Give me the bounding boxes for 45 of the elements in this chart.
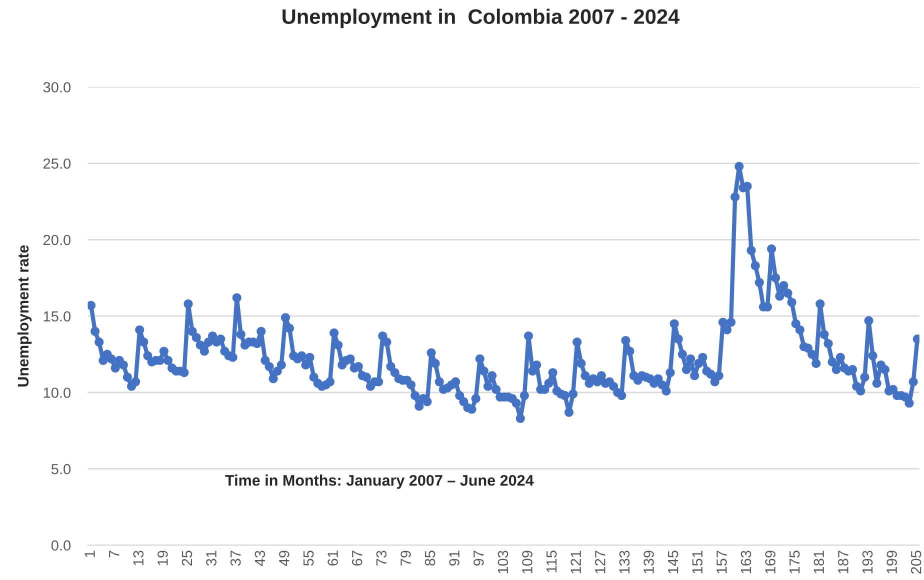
x-tick-label: 37 [230, 550, 241, 566]
x-tick-label: 109 [522, 550, 532, 574]
x-tick-label: 187 [838, 550, 848, 574]
x-tick-label: 115 [546, 550, 557, 572]
x-tick-label: 157 [716, 550, 727, 574]
x-tick-label: 67 [352, 550, 362, 566]
x-tick-label: 31 [206, 550, 216, 566]
y-tick-label: 5.0 [51, 464, 71, 474]
x-tick-label: 43 [254, 550, 266, 566]
x-tick-label: 97 [473, 550, 484, 566]
x-tick-label: 13 [133, 550, 144, 566]
x-tick-label: 151 [692, 550, 703, 574]
x-tick-label: 199 [886, 550, 897, 574]
x-tick-label: 7 [109, 550, 120, 558]
x-tick-label: 49 [279, 550, 290, 566]
x-tick-label: 79 [400, 550, 411, 566]
x-tick-label: 25 [182, 550, 192, 566]
annotation: Time in Months: January 2007 – June 2024 [225, 474, 534, 489]
y-tick-label: 0.0 [51, 540, 71, 551]
x-tick-label: 193 [862, 550, 873, 574]
x-tick-label: 163 [740, 550, 752, 574]
y-axis-title: Unemployment rate [17, 245, 32, 386]
x-tick-label: 55 [303, 550, 314, 566]
chart-title: Unemployment in Colombia 2007 - 2024 [282, 8, 680, 28]
x-tick-label: 175 [790, 550, 800, 574]
x-tick-label: 61 [328, 550, 338, 566]
x-tick-label: 1 [84, 550, 95, 558]
y-tick-label: 15.0 [44, 311, 71, 322]
x-tick-label: 85 [424, 550, 436, 566]
x-tick-label: 121 [570, 550, 581, 574]
x-tick-label: 145 [668, 550, 678, 574]
x-tick-label: 91 [449, 550, 460, 566]
y-tick-label: 10.0 [44, 388, 71, 398]
y-tick-label: 25.0 [43, 158, 71, 169]
x-tick-label: 169 [765, 550, 776, 574]
y-tick-label: 20.0 [43, 234, 71, 246]
y-tick-label: 30.0 [43, 82, 71, 92]
x-tick-label: 19 [158, 550, 168, 566]
x-tick-label: 103 [498, 550, 508, 574]
x-tick-label: 181 [814, 550, 824, 574]
x-tick-label: 205 [910, 550, 922, 574]
x-tick-label: 73 [376, 550, 387, 566]
x-tick-label: 133 [619, 550, 630, 574]
x-tick-label: 127 [594, 550, 606, 574]
x-tick-label: 139 [644, 550, 654, 574]
